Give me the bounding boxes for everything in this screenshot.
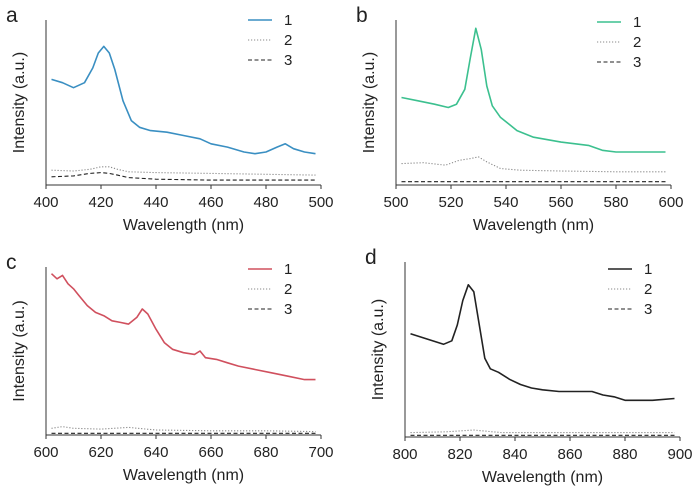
x-tick-label: 520 xyxy=(438,194,463,211)
x-tick-label: 620 xyxy=(88,444,113,461)
y-axis-label: Intensity (a.u.) xyxy=(11,52,28,153)
legend-label-3: 3 xyxy=(284,301,292,318)
panel-label: a xyxy=(6,4,18,27)
legend-label-3: 3 xyxy=(633,54,641,71)
x-tick-label: 680 xyxy=(253,444,278,461)
x-tick-label: 840 xyxy=(502,446,527,463)
x-tick-label: 480 xyxy=(253,194,278,211)
panel-d: d 800 820 840 860 880 900 Wavelength (nm) Intens… xyxy=(365,246,693,486)
x-tick-label: 820 xyxy=(447,446,472,463)
legend-label-1: 1 xyxy=(284,12,292,29)
x-tick-label: 420 xyxy=(88,194,113,211)
panel-c: c 600 620 640 660 680 700 Wavelength (nm) Intens… xyxy=(6,251,334,484)
panel-b: b 500 520 540 560 580 600 Wavelength (nm) Intens… xyxy=(356,4,684,234)
y-axis-label: Intensity (a.u.) xyxy=(11,300,28,401)
x-tick-label: 660 xyxy=(198,444,223,461)
series-line-3 xyxy=(51,172,316,181)
legend-label-1: 1 xyxy=(284,261,292,278)
x-tick-label: 800 xyxy=(392,446,417,463)
y-axis-label: Intensity (a.u.) xyxy=(361,52,378,153)
legend: 1 2 3 xyxy=(248,12,292,69)
x-tick-label: 600 xyxy=(658,194,683,211)
x-tick-label: 540 xyxy=(493,194,518,211)
x-tick-label: 900 xyxy=(667,446,692,463)
x-tick-label: 440 xyxy=(143,194,168,211)
series-line-2 xyxy=(51,426,316,433)
x-tick-label: 460 xyxy=(198,194,223,211)
x-tick-label: 580 xyxy=(603,194,628,211)
series-line-2 xyxy=(401,156,666,173)
x-tick-label: 600 xyxy=(33,444,58,461)
series-line-2 xyxy=(51,166,316,176)
x-tick-label: 400 xyxy=(33,194,58,211)
x-tick-label: 500 xyxy=(383,194,408,211)
series-line-1 xyxy=(401,27,666,153)
x-tick-label: 560 xyxy=(548,194,573,211)
panel-label: c xyxy=(6,251,17,274)
x-axis-label: Wavelength (nm) xyxy=(123,467,244,484)
legend: 1 2 3 xyxy=(597,14,641,71)
series-line-1 xyxy=(51,45,316,155)
panel-label: b xyxy=(356,4,368,27)
legend-label-2: 2 xyxy=(633,34,641,51)
series-line-2 xyxy=(410,429,675,434)
x-tick-label: 700 xyxy=(308,444,333,461)
panel-a: a 400 420 440 460 480 500 Wavelength (nm) Intens… xyxy=(6,4,334,234)
legend: 1 2 3 xyxy=(248,261,292,318)
x-axis-label: Wavelength (nm) xyxy=(482,469,603,486)
legend-label-2: 2 xyxy=(284,32,292,49)
legend-label-1: 1 xyxy=(644,261,652,278)
legend-label-3: 3 xyxy=(284,52,292,69)
series-line-1 xyxy=(50,273,316,381)
x-axis-label: Wavelength (nm) xyxy=(473,217,594,234)
x-tick-label: 860 xyxy=(557,446,582,463)
x-tick-label: 500 xyxy=(308,194,333,211)
panel-label: d xyxy=(365,246,377,269)
y-axis-label: Intensity (a.u.) xyxy=(370,299,387,400)
legend-label-3: 3 xyxy=(644,301,652,318)
series-line-1 xyxy=(410,283,675,402)
legend-label-1: 1 xyxy=(633,14,641,31)
legend-label-2: 2 xyxy=(284,281,292,298)
legend-label-2: 2 xyxy=(644,281,652,298)
x-axis-label: Wavelength (nm) xyxy=(123,217,244,234)
x-tick-label: 640 xyxy=(143,444,168,461)
legend: 1 2 3 xyxy=(608,261,652,318)
x-tick-label: 880 xyxy=(612,446,637,463)
